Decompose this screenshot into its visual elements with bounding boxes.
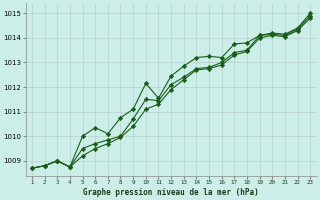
X-axis label: Graphe pression niveau de la mer (hPa): Graphe pression niveau de la mer (hPa) bbox=[83, 188, 259, 197]
